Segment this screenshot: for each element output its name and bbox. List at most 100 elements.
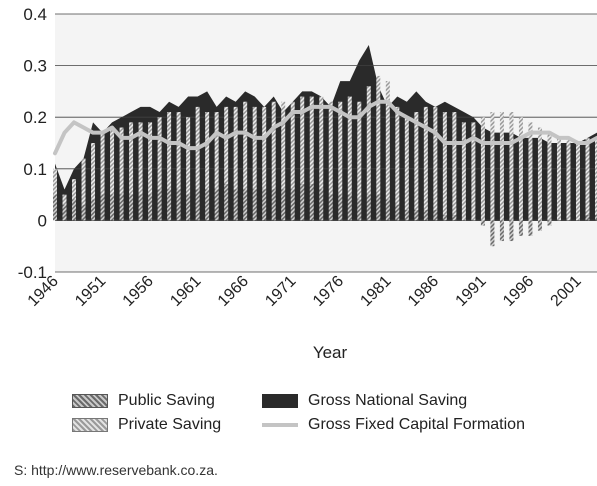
legend: Public Saving Gross National Saving Priv…	[72, 390, 592, 438]
public-saving-bar	[414, 210, 419, 221]
public-saving-bar	[480, 220, 485, 226]
public-saving-bar	[395, 204, 400, 221]
private-saving-bar	[100, 132, 105, 195]
private-saving-bar	[167, 112, 172, 190]
private-saving-bar	[537, 127, 542, 221]
private-saving-bar	[309, 96, 314, 185]
public-saving-bar	[585, 215, 590, 221]
public-saving-bar	[157, 189, 162, 221]
public-saving-bar	[167, 189, 172, 221]
public-saving-bar	[357, 199, 362, 221]
private-saving-bar	[53, 168, 57, 195]
x-tick-label: 1961	[167, 273, 204, 310]
x-tick-label: 1996	[500, 273, 537, 310]
legend-item-private-saving: Private Saving	[72, 416, 221, 434]
gfcf-swatch	[262, 423, 298, 427]
legend-label-gfcf: Gross Fixed Capital Formation	[308, 416, 525, 433]
public-saving-swatch	[72, 394, 108, 408]
private-saving-bar	[271, 101, 276, 190]
public-saving-bar	[138, 194, 143, 221]
legend-label-public-saving: Public Saving	[118, 392, 215, 409]
public-saving-bar	[224, 184, 229, 221]
public-saving-bar	[338, 194, 343, 221]
private-saving-bar	[110, 127, 115, 195]
private-saving-bar	[81, 158, 86, 205]
legend-item-gross-national-saving: Gross National Saving	[262, 392, 467, 410]
private-saving-bar	[214, 112, 219, 190]
gross-national-saving-swatch	[262, 394, 298, 408]
private-saving-bar	[347, 96, 352, 195]
public-saving-bar	[186, 194, 191, 221]
private-saving-bar	[281, 101, 286, 190]
private-saving-bar	[224, 106, 229, 185]
x-tick-label: 1971	[262, 273, 299, 310]
x-tick-label: 1966	[215, 273, 252, 310]
public-saving-bar	[537, 220, 542, 231]
public-saving-bar	[233, 189, 238, 221]
public-saving-bar	[290, 189, 295, 221]
public-saving-bar	[271, 189, 276, 221]
private-saving-bar	[414, 112, 419, 211]
public-saving-bar	[214, 189, 219, 221]
private-saving-bar	[205, 112, 210, 190]
public-saving-bar	[62, 204, 67, 221]
chart-container: 0.4 0.3 0.2 0.1 0 -0.1 1946 1951 1956 1961 1966 197…	[18, 5, 597, 362]
legend-label-gross-national-saving: Gross National Saving	[308, 392, 468, 409]
y-tick-label: 0.4	[23, 5, 47, 24]
public-saving-bar	[404, 210, 409, 221]
source-note: S: http://www.reservebank.co.za.	[14, 462, 218, 478]
public-saving-bar	[528, 220, 533, 236]
public-saving-bar	[129, 194, 134, 221]
private-saving-swatch	[72, 418, 108, 432]
private-saving-bar	[300, 96, 305, 185]
private-saving-bar	[138, 122, 143, 195]
public-saving-bar	[433, 210, 438, 221]
x-tick-label: 2001	[548, 273, 585, 310]
public-saving-bar	[72, 199, 77, 221]
public-saving-bar	[81, 204, 86, 221]
y-tick-label: 0.1	[23, 160, 47, 179]
private-saving-bar	[490, 112, 495, 221]
public-saving-bar	[376, 194, 381, 221]
public-saving-bar	[518, 220, 523, 236]
private-saving-bar	[252, 106, 257, 190]
x-tick-label: 1981	[357, 273, 394, 310]
public-saving-bar	[195, 189, 200, 221]
public-saving-bar	[262, 189, 267, 221]
legend-item-gfcf: Gross Fixed Capital Formation	[262, 416, 525, 434]
private-saving-bar	[547, 132, 552, 221]
private-saving-bar	[233, 106, 238, 190]
public-saving-bar	[243, 189, 248, 221]
public-saving-bar	[442, 215, 447, 221]
x-tick-label: 1991	[453, 273, 490, 310]
legend-item-public-saving: Public Saving	[72, 392, 215, 410]
private-saving-bar	[433, 106, 438, 211]
private-saving-bar	[575, 143, 580, 221]
x-axis-title: Year	[313, 343, 348, 362]
public-saving-bar	[300, 184, 305, 221]
gfcf-line	[53, 99, 597, 156]
legend-label-private-saving: Private Saving	[118, 416, 222, 433]
x-tick-label: 1956	[120, 273, 157, 310]
public-saving-bar	[452, 215, 457, 221]
private-saving-bar	[480, 117, 485, 221]
public-saving-bar	[119, 194, 124, 221]
private-saving-bar	[404, 117, 409, 211]
x-tick-label: 1951	[72, 273, 109, 310]
private-saving-bar	[461, 122, 466, 221]
private-saving-bar	[585, 137, 590, 216]
public-saving-bar	[385, 199, 390, 221]
private-saving-bar	[395, 106, 400, 205]
public-saving-bar	[110, 194, 115, 221]
private-saving-bar	[566, 137, 571, 221]
private-saving-bar	[528, 122, 533, 221]
x-tick-label: 1976	[310, 273, 347, 310]
public-saving-bar	[176, 189, 181, 221]
private-saving-bar	[148, 122, 153, 195]
private-saving-bar	[319, 96, 324, 190]
private-saving-bar	[290, 101, 295, 190]
private-saving-bar	[91, 143, 96, 200]
public-saving-bar	[319, 189, 324, 221]
private-saving-bar	[499, 112, 504, 221]
y-tick-label: 0.3	[23, 57, 47, 76]
